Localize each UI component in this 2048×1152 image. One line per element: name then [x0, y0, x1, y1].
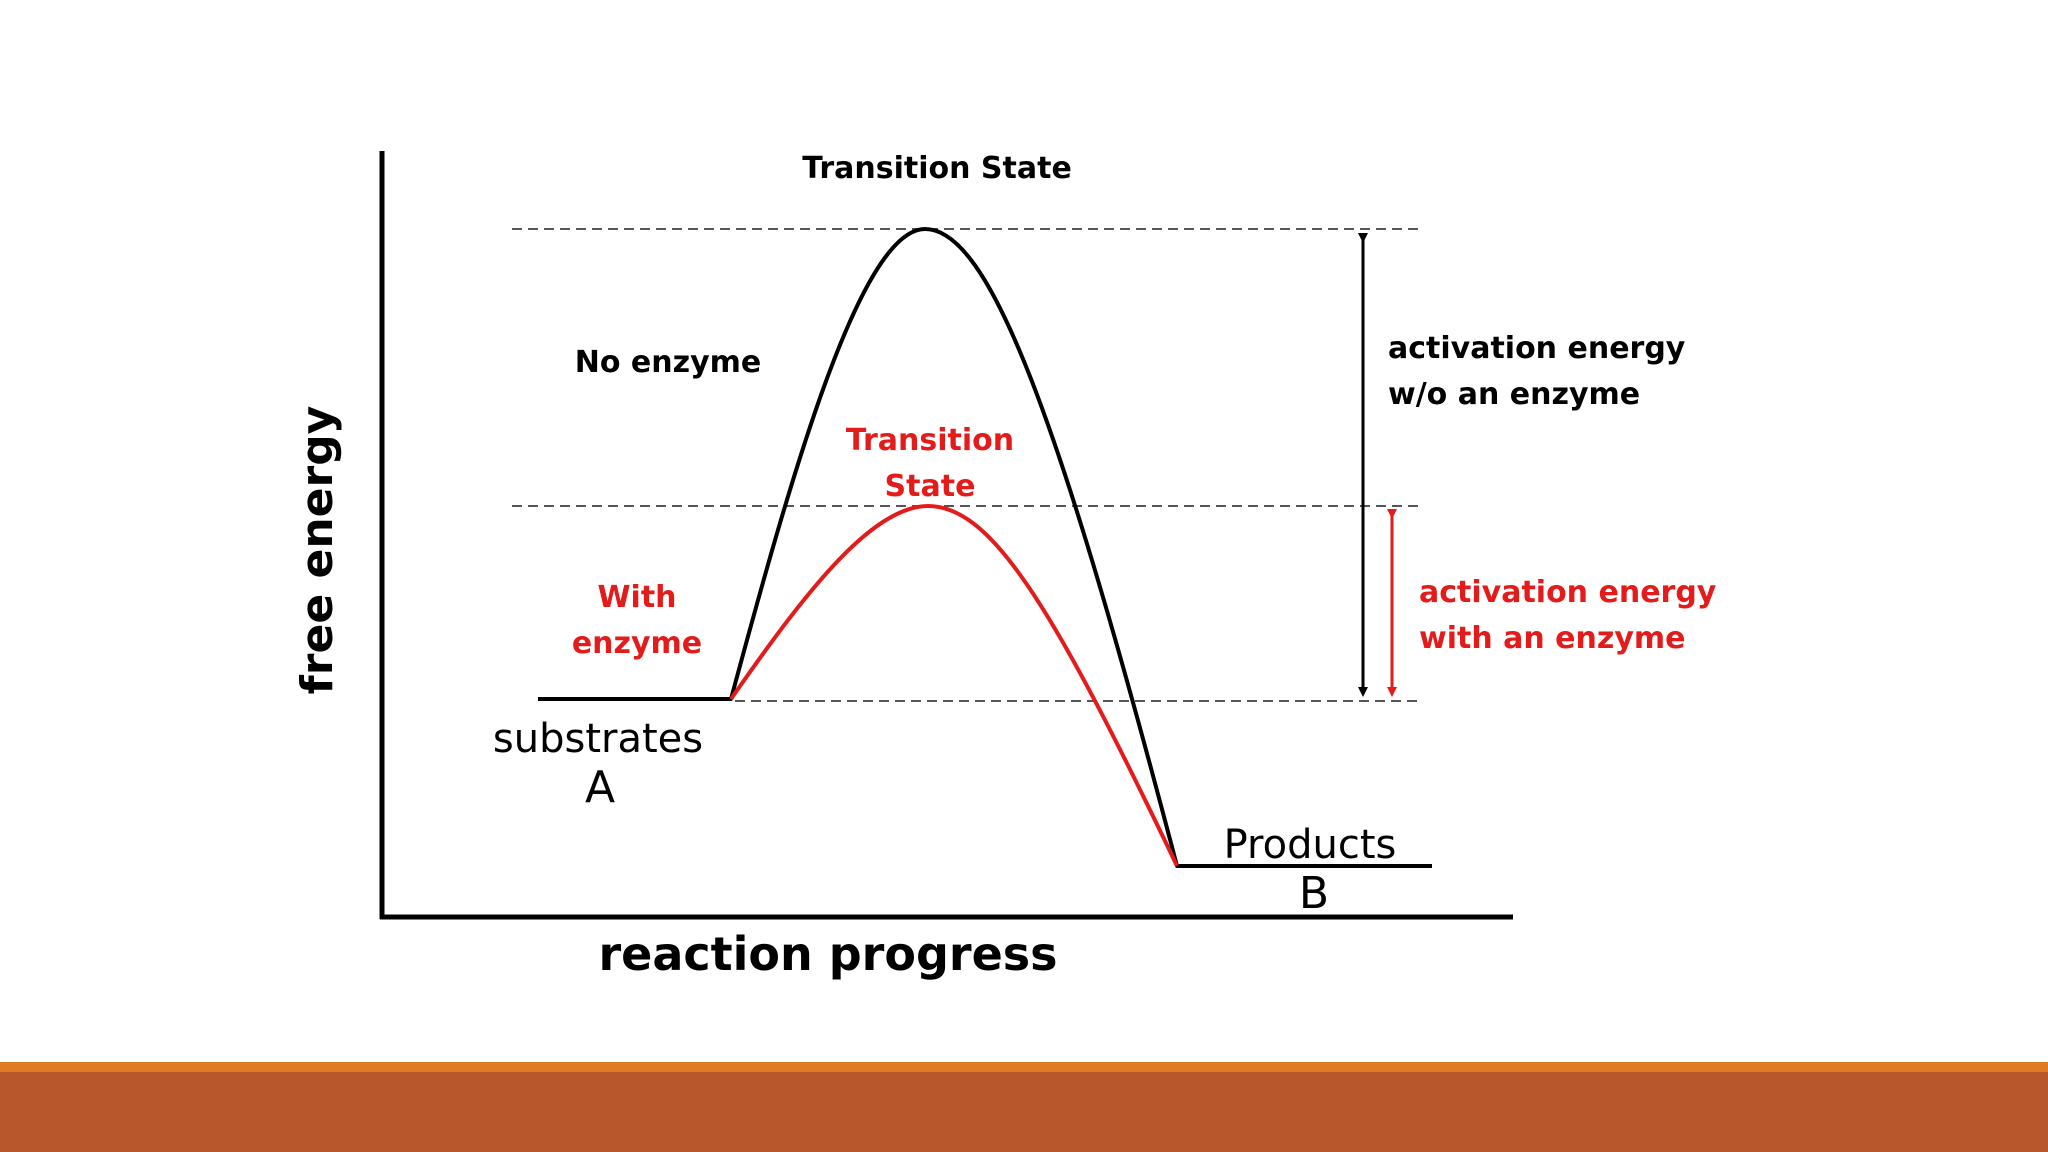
catalyzed-energy-curve: [729, 503, 1179, 867]
transition-state-label: Transition State: [802, 151, 1072, 186]
y-axis-label: free energy: [292, 406, 343, 695]
catalyzed-transition-state-label-line1: Transition: [846, 423, 1014, 458]
activation-energy-with-enzyme-label-line2: with an enzyme: [1419, 621, 1686, 656]
substrates-label: substrates: [493, 716, 703, 762]
catalyzed-transition-state-label-line2: State: [885, 469, 976, 504]
x-axis-label: reaction progress: [598, 927, 1057, 981]
product-b-label: B: [1299, 868, 1329, 919]
products-label: Products: [1224, 822, 1397, 868]
activation-energy-without-enzyme-label-line1: activation energy: [1388, 331, 1686, 366]
with-enzyme-label-line1: With: [597, 580, 676, 615]
with-enzyme-label-line2: enzyme: [572, 626, 702, 661]
substrate-a-label: A: [585, 762, 615, 813]
uncatalyzed-energy-curve: [538, 227, 1432, 868]
activation-energy-with-enzyme-label-line1: activation energy: [1419, 575, 1717, 610]
footer-bar: [0, 1072, 2048, 1152]
no-enzyme-label: No enzyme: [575, 345, 762, 380]
footer-accent-stripe: [0, 1062, 2048, 1072]
activation-energy-without-enzyme-label-line2: w/o an enzyme: [1388, 377, 1640, 412]
